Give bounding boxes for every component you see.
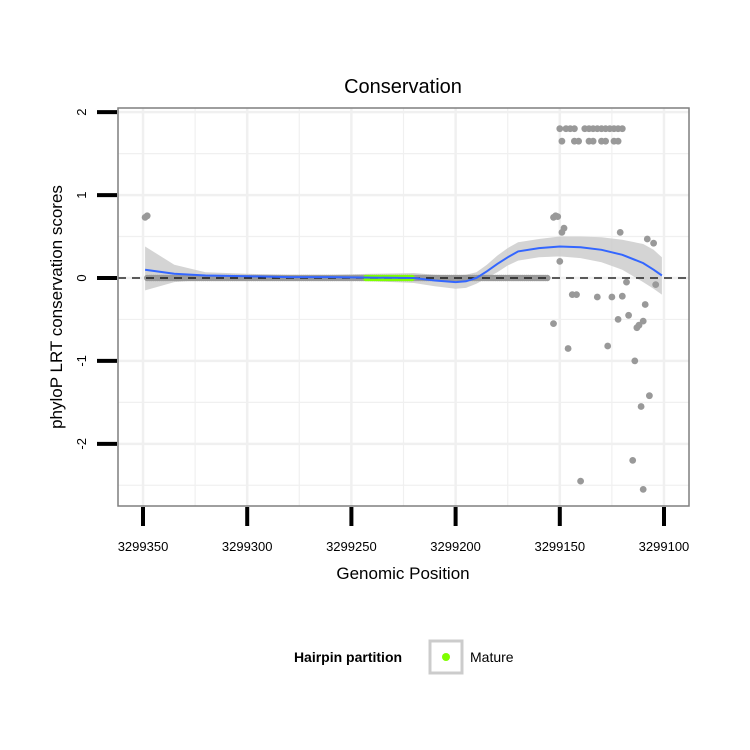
data-point bbox=[544, 274, 551, 282]
data-point bbox=[629, 457, 637, 464]
data-point bbox=[550, 320, 557, 327]
x-tick-label: 3299300 bbox=[222, 539, 273, 554]
data-point bbox=[556, 125, 564, 133]
data-point bbox=[143, 212, 151, 220]
data-point bbox=[614, 137, 622, 145]
data-point bbox=[573, 291, 580, 298]
confidence-band-layer bbox=[145, 236, 662, 295]
legend-title: Hairpin partition bbox=[294, 649, 402, 665]
data-point bbox=[571, 125, 578, 133]
y-axis: 2 1 0 -1 -2 bbox=[74, 108, 117, 450]
smooth-line bbox=[144, 245, 663, 284]
data-point bbox=[635, 321, 643, 329]
data-point bbox=[641, 301, 649, 308]
legend-label-mature: Mature bbox=[470, 649, 514, 665]
data-point bbox=[554, 213, 562, 221]
data-point bbox=[639, 486, 647, 493]
x-tick-label: 3299200 bbox=[430, 539, 481, 554]
data-point bbox=[560, 224, 568, 232]
y-tick-label: -1 bbox=[74, 355, 89, 367]
x-tick-label: 3299350 bbox=[118, 539, 169, 554]
data-point bbox=[558, 137, 566, 145]
smooth-line-layer bbox=[144, 245, 663, 284]
legend: Hairpin partition Mature bbox=[294, 639, 514, 675]
data-point bbox=[623, 278, 630, 286]
data-point bbox=[639, 317, 647, 325]
data-point bbox=[564, 345, 572, 352]
x-axis: 3299350 3299300 3299250 3299200 3299150 32991… bbox=[118, 507, 690, 554]
data-point bbox=[556, 258, 564, 265]
data-point bbox=[602, 137, 609, 145]
data-point bbox=[625, 311, 632, 319]
data-point bbox=[652, 281, 660, 288]
data-point bbox=[604, 342, 612, 350]
y-tick-label: 0 bbox=[74, 274, 89, 281]
legend-key-mature-dot bbox=[442, 653, 450, 661]
data-point bbox=[631, 357, 639, 365]
data-point bbox=[616, 229, 624, 236]
data-point bbox=[614, 316, 622, 323]
data-point bbox=[575, 137, 582, 145]
data-point bbox=[646, 392, 653, 400]
data-point bbox=[618, 292, 626, 300]
x-tick-label: 3299150 bbox=[534, 539, 585, 554]
y-tick-label: 2 bbox=[74, 108, 89, 115]
data-point bbox=[650, 239, 657, 247]
data-point bbox=[593, 293, 601, 301]
plot-panel-border bbox=[117, 107, 690, 507]
x-tick-label: 3299100 bbox=[639, 539, 690, 554]
grid-lines bbox=[118, 108, 689, 506]
data-point bbox=[608, 293, 616, 301]
data-point bbox=[589, 137, 597, 145]
chart-title: Conservation bbox=[344, 76, 462, 98]
data-point bbox=[643, 235, 651, 243]
data-point bbox=[637, 403, 645, 410]
data-point bbox=[577, 477, 584, 485]
y-tick-label: 1 bbox=[74, 191, 89, 198]
confidence-band bbox=[145, 236, 662, 295]
y-tick-label: -2 bbox=[74, 438, 89, 450]
x-axis-title: Genomic Position bbox=[336, 564, 469, 583]
data-point bbox=[618, 125, 626, 133]
y-axis-title: phyloP LRT conservation scores bbox=[47, 185, 66, 429]
x-tick-label: 3299250 bbox=[326, 539, 377, 554]
